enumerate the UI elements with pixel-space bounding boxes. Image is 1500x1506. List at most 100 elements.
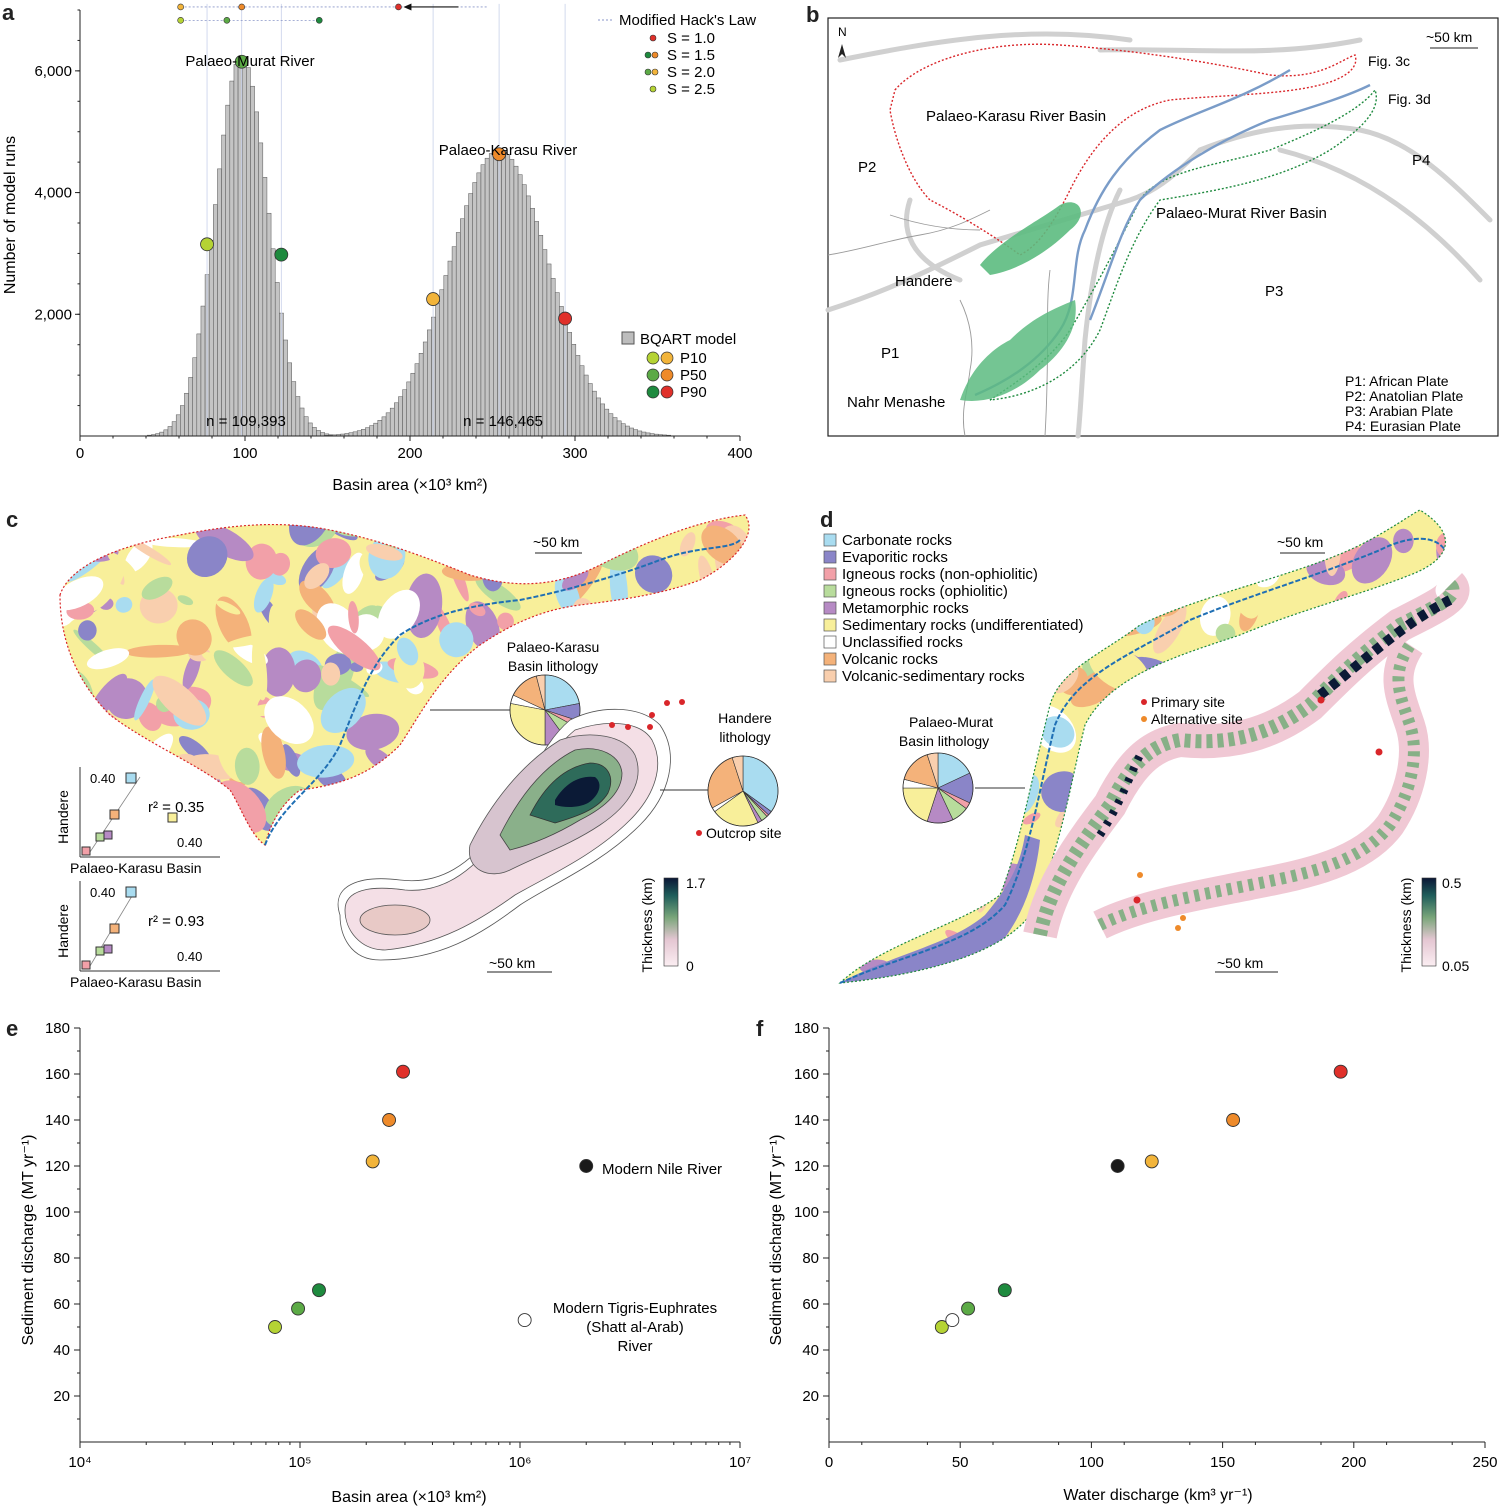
lithology-patch — [268, 604, 282, 640]
lithology-patch — [1226, 813, 1250, 836]
lithology-label: Sedimentary rocks (undifferentiated) — [842, 617, 1084, 634]
outcrop-legend-dot — [696, 830, 702, 836]
karasu-basin-boundary — [59, 514, 750, 846]
percentile-point — [558, 311, 572, 326]
lithology-patch — [1190, 774, 1220, 819]
panel-e-scatter: e 20 40 60 80 100 120 140 160 180 10⁴ 10⁵ 10⁶ 10⁷ Ba… — [6, 1016, 751, 1506]
lithology-patch — [60, 516, 85, 555]
lithology-patch — [1210, 918, 1241, 955]
ytick-label: 60 — [53, 1296, 70, 1313]
hack-point — [177, 3, 184, 11]
histogram-bar — [225, 104, 231, 437]
hack-legend-label: S = 2.5 — [667, 81, 715, 98]
histogram-bar — [299, 407, 305, 437]
lithology-patch — [225, 515, 259, 524]
lithology-patch — [1155, 510, 1176, 562]
corr1-r2: r² = 0.35 — [148, 799, 204, 816]
xtick-label: 200 — [1341, 1454, 1366, 1471]
handere-label: Handere — [895, 273, 953, 290]
lithology-patch — [1212, 524, 1242, 563]
karasu-basin-label: Palaeo-Karasu River Basin — [926, 108, 1106, 125]
pie-outline — [902, 752, 974, 824]
lithology-patch — [629, 619, 651, 646]
scatter-point — [312, 1283, 326, 1298]
lithology-patch — [638, 832, 664, 845]
lithology-label: Evaporitic rocks — [842, 549, 948, 566]
a-xtick-label: 300 — [562, 445, 587, 462]
lithology-patch — [342, 552, 366, 594]
lithology-patch — [315, 538, 352, 569]
lithology-patch — [658, 676, 688, 731]
lithology-patch — [636, 684, 654, 715]
lithology-patch — [1171, 785, 1205, 842]
histogram-bar — [258, 142, 264, 437]
hack-legend-dot — [644, 68, 652, 76]
lithology-patch — [920, 884, 949, 917]
lithology-patch — [194, 522, 254, 562]
lithology-swatch — [823, 567, 837, 581]
lithology-patch — [60, 515, 83, 550]
histogram-bar — [180, 405, 185, 437]
lithology-patch — [989, 853, 1006, 871]
lithology-patch — [71, 537, 94, 559]
lithology-patch — [466, 758, 475, 792]
lithology-patch — [1038, 510, 1095, 551]
lithology-patch — [987, 831, 1008, 851]
lithology-patch — [261, 726, 286, 779]
histogram-bar — [217, 168, 222, 437]
lithology-patch — [435, 515, 478, 526]
f-ylabel: Sediment discharge (MT yr⁻¹) — [768, 1135, 785, 1346]
lithology-patch — [947, 867, 974, 885]
histogram-bar — [641, 431, 647, 437]
lithology-patch — [1105, 510, 1125, 520]
lithology-patch — [603, 515, 630, 542]
scatter-point — [1144, 1154, 1159, 1169]
lithology-patch — [867, 822, 895, 877]
murat-basin-outline — [989, 88, 1377, 401]
lithology-patch — [677, 812, 695, 833]
handere-deposit — [980, 202, 1081, 275]
histogram-bar — [530, 207, 535, 437]
scatter-point — [579, 1159, 594, 1173]
histogram-bar — [213, 204, 218, 437]
histogram-bar — [608, 413, 614, 437]
histogram-bar — [167, 426, 173, 437]
histogram-bar — [472, 182, 478, 437]
lithology-patch — [83, 787, 133, 826]
histogram-bar — [356, 430, 362, 437]
lithology-patch — [1161, 550, 1190, 570]
lithology-patch — [993, 797, 1020, 828]
corr-inset-2: 0.40 0.40 r² = 0.93 Handere Palaeo-Karas… — [55, 881, 220, 990]
histogram-bar — [200, 305, 206, 437]
lithology-patch — [932, 857, 972, 891]
lithology-patch — [125, 644, 193, 658]
a-ytick-label: 2,000 — [34, 306, 72, 323]
lithology-swatch — [823, 584, 837, 598]
lithology-patch — [1290, 940, 1309, 977]
lithology-patch — [115, 597, 133, 613]
percentile-point — [200, 237, 214, 252]
ytick-label: 20 — [53, 1388, 70, 1405]
lithology-patch — [991, 962, 1046, 983]
ytick-label: 40 — [802, 1342, 819, 1359]
lithology-patch — [327, 625, 381, 671]
histogram-bar — [505, 154, 511, 437]
lithology-patch — [1350, 779, 1383, 791]
corr2-xlabel: Palaeo-Karasu Basin — [70, 974, 202, 990]
panel-b-map: b N ~50 km Fig. 3c Fig. 3d Palaeo-Karasu… — [806, 2, 1499, 439]
lithology-patch — [720, 621, 739, 671]
lithology-patch — [425, 811, 450, 831]
karasu-lith-title-1: Palaeo-Karasu — [507, 639, 600, 655]
ytick-label: 160 — [45, 1066, 70, 1083]
murat-lith-title-2: Basin lithology — [899, 733, 989, 749]
lithology-patch — [1082, 525, 1118, 544]
histogram-bar — [455, 232, 461, 437]
lithology-patch — [402, 752, 430, 788]
panel-label-a: a — [2, 0, 15, 25]
lithology-patch — [1314, 747, 1368, 770]
primary-site-2 — [1375, 748, 1383, 756]
scatter-point — [934, 1320, 949, 1334]
scatter-point — [517, 1313, 532, 1328]
lithology-patch — [1117, 836, 1167, 876]
histogram-bar — [291, 381, 297, 437]
